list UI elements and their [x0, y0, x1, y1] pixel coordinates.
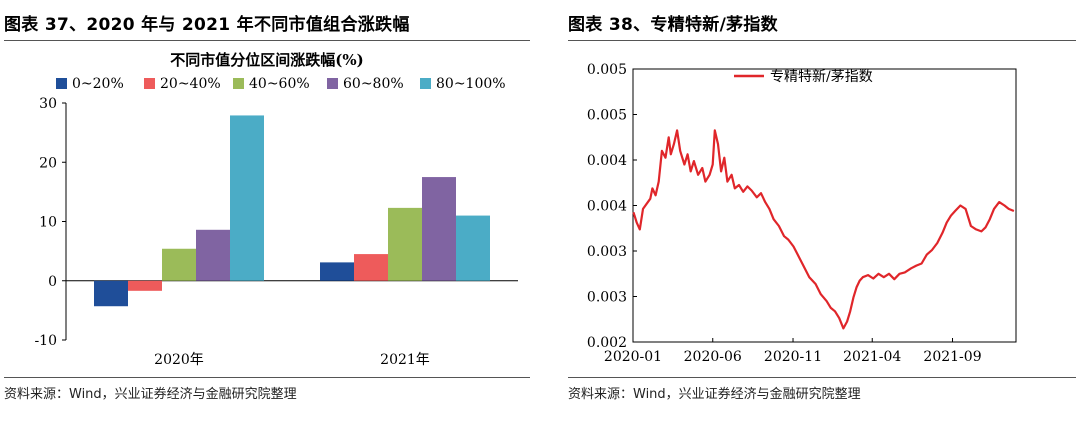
bar-2-5	[456, 215, 490, 281]
y-tick-label-7: 0.005	[587, 62, 627, 78]
bar-2-4	[422, 177, 456, 281]
x-tick-label-4: 2021-04	[843, 349, 901, 365]
legend-label-4: 60~80%	[343, 76, 404, 92]
category-label-2: 2021年	[380, 352, 430, 368]
right-figure-title: 图表 38、专精特新/茅指数	[568, 15, 778, 35]
bar-chart: 不同市值分位区间涨跌幅(%) 0~20% 20~40% 40~60% 60~80% 80~…	[34, 51, 518, 368]
left-panel: 图表 37、2020 年与 2021 年不同市值组合涨跌幅 不同市值分位区间涨跌…	[0, 0, 534, 422]
left-source-note: 资料来源：Wind，兴业证券经济与金融研究院整理	[4, 387, 297, 402]
legend-swatch-2	[144, 78, 155, 89]
right-top-rule	[568, 40, 1076, 41]
right-source-note: 资料来源：Wind，兴业证券经济与金融研究院整理	[568, 387, 861, 402]
line-chart: 0.002 0.003 0.003 0.004 0.004 0.005 0.005 2020-…	[587, 62, 1017, 365]
legend-label-1: 0~20%	[72, 76, 124, 92]
left-bottom-rule	[4, 377, 530, 378]
y-tick-label-2: 0.003	[587, 290, 627, 306]
bar-1-3	[162, 248, 196, 281]
legend-label: 专精特新/茅指数	[770, 69, 873, 85]
legend-label-2: 20~40%	[160, 76, 221, 92]
left-figure-title: 图表 37、2020 年与 2021 年不同市值组合涨跌幅	[4, 15, 410, 35]
legend-swatch-1	[56, 78, 67, 89]
bar-1-1	[94, 280, 128, 307]
right-bottom-rule	[568, 377, 1076, 378]
y-tick-label-5: 30	[39, 96, 57, 112]
right-panel: 图表 38、专精特新/茅指数 0.002 0.003 0.003 0.004 0.004…	[564, 0, 1080, 422]
x-tick-label-5: 2021-09	[923, 349, 981, 365]
bar-2-2	[354, 254, 388, 281]
y-tick-label-4: 0.004	[587, 199, 627, 215]
x-tick-label-2: 2020-06	[684, 349, 742, 365]
y-tick-label-3: 10	[39, 215, 57, 231]
legend-swatch-3	[233, 78, 244, 89]
y-tick-label-1: -10	[34, 333, 57, 349]
chart-title: 不同市值分位区间涨跌幅(%)	[170, 51, 363, 69]
y-tick-label-5: 0.004	[587, 153, 627, 169]
bar-1-4	[196, 229, 230, 281]
bar-2-3	[388, 207, 422, 281]
legend-swatch-4	[327, 78, 338, 89]
legend-swatch-5	[420, 78, 431, 89]
plot-frame	[632, 68, 1017, 343]
y-tick-label-4: 20	[39, 155, 57, 171]
bar-1-2	[128, 280, 162, 291]
x-tick-label-1: 2020-01	[604, 349, 662, 365]
legend-label-3: 40~60%	[249, 76, 310, 92]
legend-label-5: 80~100%	[436, 76, 506, 92]
bar-2-1	[320, 262, 354, 281]
y-tick-label-3: 0.003	[587, 244, 627, 260]
category-label-1: 2020年	[154, 352, 204, 368]
x-tick-label-3: 2020-11	[764, 349, 822, 365]
bar-1-5	[230, 115, 264, 281]
y-tick-label-6: 0.005	[587, 108, 627, 124]
left-top-rule	[4, 40, 530, 41]
y-tick-label-2: 0	[48, 274, 57, 290]
series-line	[632, 129, 1015, 330]
y-tick-label-1: 0.002	[587, 335, 627, 351]
